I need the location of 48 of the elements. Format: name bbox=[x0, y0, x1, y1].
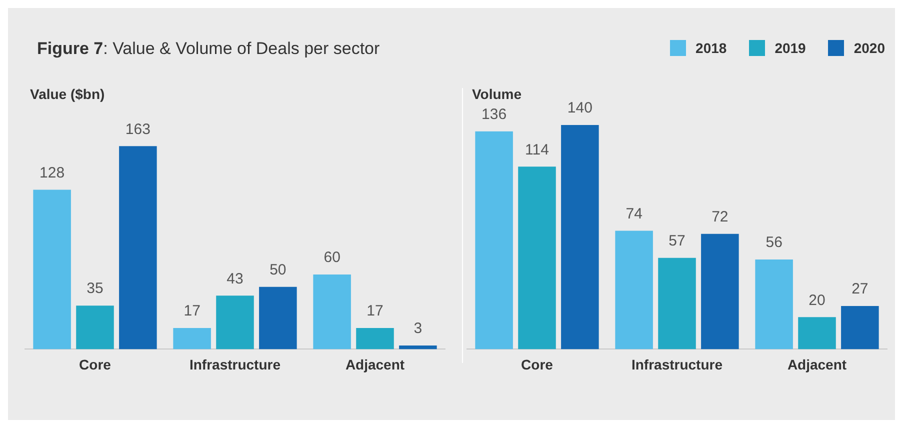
bar bbox=[173, 328, 211, 350]
bar bbox=[518, 166, 556, 350]
legend-label: 2019 bbox=[774, 40, 806, 56]
data-label: 74 bbox=[626, 205, 642, 222]
bar bbox=[561, 125, 599, 350]
x-tick-label: Core bbox=[521, 356, 554, 372]
legend-label: 2018 bbox=[694, 40, 727, 56]
chart-title: Figure 7: Value & Volume of Deals per sector bbox=[37, 39, 380, 59]
x-tick-label: Infrastructure bbox=[189, 356, 281, 372]
data-label: 57 bbox=[668, 232, 686, 250]
data-label: 114 bbox=[525, 141, 549, 158]
x-tick-label: Core bbox=[79, 356, 112, 372]
bar bbox=[76, 306, 114, 350]
y-axis-title: Volume bbox=[472, 86, 522, 102]
data-label: 43 bbox=[226, 270, 244, 288]
legend-label: 2020 bbox=[852, 40, 885, 56]
bar bbox=[33, 190, 71, 350]
data-label: 163 bbox=[125, 120, 150, 138]
data-label: 60 bbox=[324, 249, 340, 266]
x-tick-label: Infrastructure bbox=[631, 356, 723, 372]
bar bbox=[399, 345, 437, 350]
data-label: 56 bbox=[766, 234, 782, 252]
x-tick-label: Adjacent bbox=[345, 356, 405, 372]
bar bbox=[119, 146, 157, 350]
data-label: 35 bbox=[86, 280, 104, 298]
data-label: 140 bbox=[567, 100, 592, 117]
data-label: 20 bbox=[808, 292, 826, 309]
data-label: 136 bbox=[482, 106, 507, 124]
y-axis-title: Value ($bn) bbox=[30, 86, 105, 102]
bar bbox=[259, 286, 297, 350]
data-label: 3 bbox=[414, 320, 422, 338]
data-label: 50 bbox=[270, 262, 286, 279]
bar bbox=[798, 317, 836, 350]
bar bbox=[356, 328, 394, 350]
data-label: 72 bbox=[712, 208, 728, 226]
bar bbox=[658, 258, 696, 350]
data-label: 17 bbox=[184, 302, 200, 320]
bar bbox=[615, 230, 653, 350]
bar bbox=[475, 131, 513, 350]
x-tick-label: Adjacent bbox=[787, 356, 847, 372]
data-label: 27 bbox=[852, 280, 868, 298]
bar bbox=[755, 260, 793, 350]
data-label: 128 bbox=[40, 164, 65, 182]
bar bbox=[841, 306, 879, 350]
bar bbox=[701, 234, 739, 350]
bar bbox=[216, 296, 254, 350]
bar bbox=[313, 274, 351, 350]
data-label: 17 bbox=[366, 302, 384, 320]
